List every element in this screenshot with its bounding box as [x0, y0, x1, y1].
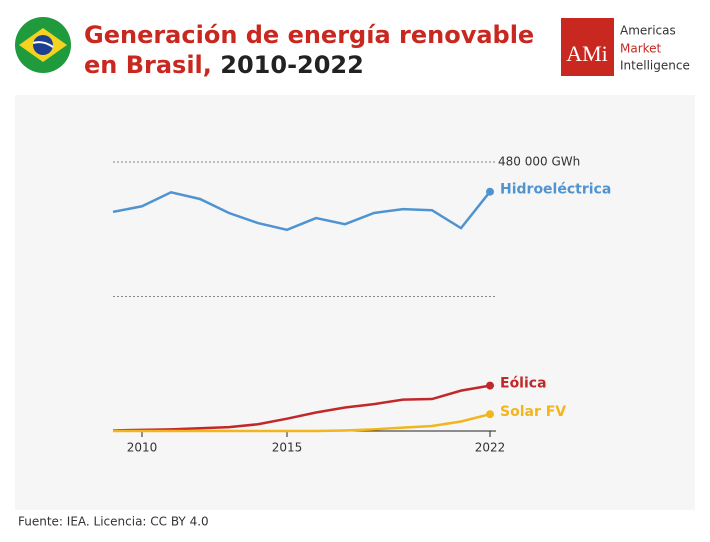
- logo-text: Market: [620, 42, 662, 56]
- logo-mark: AMi: [566, 41, 608, 66]
- title-text: en Brasil,: [84, 51, 212, 79]
- x-tick-label: 2015: [272, 441, 303, 455]
- logo: AMi Americas Market Intelligence: [561, 18, 690, 76]
- series-line: [113, 412, 491, 433]
- source: Fuente: IEA. Licencia: CC BY 4.0: [18, 515, 209, 529]
- series-label: Eólica: [500, 376, 547, 392]
- flag: [15, 17, 71, 73]
- x-tick-label: 2010: [127, 441, 158, 455]
- chart-panel: [15, 95, 695, 510]
- y-tick-label: 480 000 GWh: [498, 155, 580, 169]
- x-tick-label: 2022: [475, 441, 506, 455]
- logo-text: Americas: [620, 24, 676, 38]
- end-point: [486, 187, 494, 196]
- series-label: Hidroeléctrica: [500, 182, 611, 198]
- series-line: [112, 384, 491, 432]
- series-line: [112, 190, 491, 232]
- end-point: [486, 381, 494, 390]
- end-point: [486, 410, 494, 419]
- series-label: Solar FV: [500, 404, 566, 420]
- title-period: 2010-2022: [220, 51, 364, 79]
- chart-title: Generación de energía renovable: [84, 21, 534, 49]
- chart-title: en Brasil, 2010-2022: [84, 51, 364, 79]
- logo-text: Intelligence: [620, 59, 690, 73]
